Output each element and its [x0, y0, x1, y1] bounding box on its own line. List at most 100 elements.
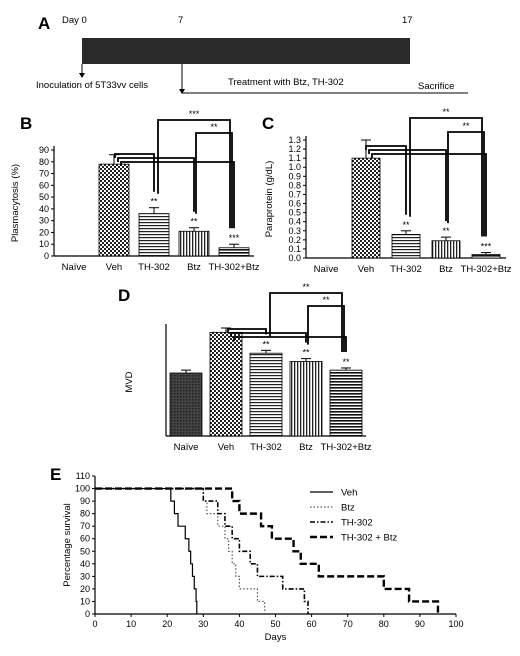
- significance-bracket: [269, 292, 343, 352]
- significance-stars: **: [150, 197, 158, 207]
- bar-4: [218, 247, 250, 257]
- significance-bracket: [195, 132, 233, 229]
- day7-label: 7: [178, 15, 183, 26]
- panel-letter-b: B: [20, 114, 32, 133]
- panel-letter-c: C: [262, 114, 274, 133]
- x-tick-label: Naïve: [174, 442, 199, 453]
- y-tick-label: 0.2: [288, 235, 301, 245]
- significance-bracket: [368, 149, 447, 222]
- y-tick-label: 1.0: [288, 162, 301, 172]
- x-tick-label: TH-302+Btz: [461, 264, 512, 275]
- legend-label: Veh: [341, 488, 357, 499]
- y-tick-label: 1.2: [288, 144, 301, 154]
- y-tick-label: 60: [80, 534, 90, 544]
- day0-label: Day 0: [62, 15, 87, 26]
- y-tick-label: 60: [39, 180, 49, 190]
- sacrifice-label: Sacrifice: [418, 81, 454, 92]
- mvd-chart: D MVD Naïve Veh ** TH-302 ** Btz ** TH-302+Btz ** *…: [118, 282, 372, 453]
- treatment-start-arrowhead: [179, 89, 185, 94]
- x-tick-label: Veh: [106, 262, 122, 273]
- y-axis-label: Percentage survival: [62, 503, 73, 586]
- inoculation-arrowhead: [79, 73, 85, 78]
- bar-1: [98, 163, 130, 257]
- bar-3: [178, 230, 210, 257]
- significance-bracket: [365, 145, 407, 215]
- significance-bracket: [307, 305, 345, 352]
- y-tick-label: 90: [39, 145, 49, 155]
- bracket-stars: **: [462, 121, 470, 131]
- x-tick-label: Btz: [439, 264, 453, 275]
- x-tick-label: 70: [343, 619, 353, 629]
- significance-stars: ***: [481, 242, 492, 252]
- x-axis-label: Days: [265, 632, 287, 643]
- significance-stars: ***: [229, 233, 240, 243]
- y-tick-label: 0.4: [288, 217, 301, 227]
- x-tick-label: TH-302: [390, 264, 422, 275]
- y-axis-label: Plasmacytosis (%): [10, 164, 21, 242]
- x-tick-label: TH-302: [250, 442, 282, 453]
- x-tick-label: Btz: [187, 262, 201, 273]
- y-tick-label: 70: [39, 169, 49, 179]
- y-tick-label: 10: [39, 239, 49, 249]
- survival-chart: E 0 10 20 30 40 50 60 70 80 90 100 110 0 10 20 30 40 50 60 7…: [50, 465, 464, 643]
- x-tick-label: 50: [270, 619, 280, 629]
- y-tick-label: 40: [39, 204, 49, 214]
- x-tick-label: 40: [234, 619, 244, 629]
- significance-bracket: [233, 336, 347, 352]
- x-tick-label: 90: [415, 619, 425, 629]
- legend-label: Btz: [341, 503, 355, 514]
- x-tick-label: Btz: [299, 442, 313, 453]
- x-tick-label: 20: [162, 619, 172, 629]
- y-tick-label: 80: [39, 157, 49, 167]
- y-tick-label: 70: [80, 521, 90, 531]
- bar-4: [471, 253, 501, 259]
- y-tick-label: 0.6: [288, 199, 301, 209]
- panel-letter-d: D: [118, 286, 130, 305]
- bracket-stars: **: [442, 107, 450, 117]
- significance-stars: **: [302, 348, 310, 358]
- inoculation-label: Inoculation of 5T33vv cells: [36, 80, 148, 91]
- timeline-bar: [82, 38, 410, 64]
- bar-3: [289, 361, 323, 437]
- y-tick-label: 30: [39, 216, 49, 226]
- significance-bracket: [371, 153, 487, 237]
- y-tick-label: 110: [76, 471, 90, 481]
- y-tick-label: 0.0: [288, 253, 301, 263]
- legend-label: TH-302 + Btz: [341, 533, 397, 544]
- y-axis-label: MVD: [124, 371, 135, 392]
- x-tick-label: Veh: [218, 442, 234, 453]
- y-tick-label: 0: [44, 251, 49, 261]
- x-tick-label: 60: [307, 619, 317, 629]
- y-tick-label: 80: [80, 509, 90, 519]
- y-tick-label: 50: [80, 546, 90, 556]
- significance-stars: **: [262, 339, 270, 349]
- y-tick-label: 10: [80, 596, 90, 606]
- timeline-panel: A Day 0 7 17 Inoculation of 5T33vv cells…: [36, 14, 468, 94]
- bracket-stars: ***: [189, 109, 200, 119]
- significance-bracket: [120, 161, 235, 229]
- y-tick-label: 0.8: [288, 180, 301, 190]
- paraprotein-chart: C 0.00.10.20.30.40.50.60.70.80.91.01.11.2…: [262, 107, 512, 275]
- survival-curve-0: [95, 487, 198, 614]
- x-tick-label: Naïve: [62, 262, 87, 273]
- significance-bracket: [447, 131, 485, 237]
- bar-2: [249, 352, 283, 437]
- y-tick-label: 20: [80, 584, 90, 594]
- significance-stars: **: [402, 220, 410, 230]
- bar-2: [138, 213, 170, 257]
- x-tick-label: 30: [198, 619, 208, 629]
- significance-stars: **: [342, 357, 350, 367]
- legend-label: TH-302: [341, 518, 373, 529]
- y-tick-label: 90: [80, 496, 90, 506]
- significance-bracket: [227, 328, 267, 335]
- x-tick-label: TH-302+Btz: [321, 442, 372, 453]
- bar-1: [351, 157, 381, 259]
- y-tick-label: 0.7: [288, 189, 301, 199]
- x-tick-label: TH-302: [138, 262, 170, 273]
- y-tick-label: 0.1: [288, 244, 301, 254]
- significance-bracket: [157, 119, 231, 229]
- y-tick-label: 30: [80, 571, 90, 581]
- y-tick-label: 0: [85, 609, 90, 619]
- x-tick-label: 0: [92, 619, 97, 629]
